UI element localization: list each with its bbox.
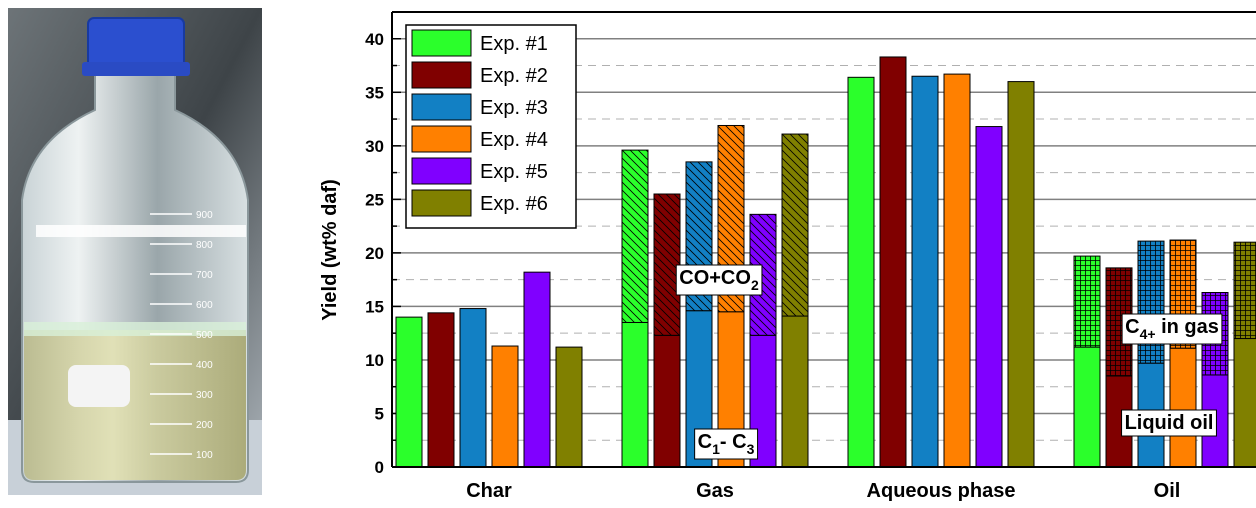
liquid <box>24 330 246 480</box>
bar <box>428 313 454 467</box>
bar <box>782 316 808 467</box>
legend-label: Exp. #5 <box>480 161 548 183</box>
bar-upper-segment <box>1074 256 1100 347</box>
y-tick-label: 0 <box>375 458 384 477</box>
bar <box>556 347 582 467</box>
annotation-subscript: 2 <box>751 277 759 293</box>
legend-label: Exp. #6 <box>480 193 548 215</box>
graduation-label: 100 <box>196 450 213 461</box>
annotation: CO+CO2 <box>676 265 762 295</box>
graduation-label: 400 <box>196 360 213 371</box>
annotation-subscript: 3 <box>747 441 755 457</box>
graduation-label: 900 <box>196 210 213 221</box>
bar <box>460 309 486 467</box>
y-tick-label: 35 <box>365 83 384 102</box>
x-tick-label: Aqueous phase <box>867 480 1016 502</box>
annotation-part: Liquid oil <box>1125 412 1214 434</box>
annotation-part: in gas <box>1156 316 1219 338</box>
bar <box>622 322 648 467</box>
annotation-subscript: 1 <box>712 441 720 457</box>
bar <box>1074 347 1100 467</box>
annotation-subscript: 4+ <box>1140 326 1156 342</box>
legend: Exp. #1 Exp. #2 Exp. #3 Exp. #4 Exp. #5 Exp. … <box>406 25 576 228</box>
legend-swatch <box>412 126 471 152</box>
annotation-part: C <box>1125 316 1139 338</box>
annotation-text: Liquid oil <box>1125 412 1214 434</box>
figure: 900 800 700 600 500 400 300 200 100 0 5 10 15 20 25 30… <box>0 0 1256 503</box>
legend-label: Exp. #3 <box>480 97 548 119</box>
legend-label: Exp. #1 <box>480 33 548 55</box>
legend-swatch <box>412 190 471 216</box>
y-tick-label: 5 <box>375 404 384 423</box>
graduation-label: 600 <box>196 300 213 311</box>
y-tick-label: 20 <box>365 244 384 263</box>
legend-swatch <box>412 62 471 88</box>
legend-swatch <box>412 158 471 184</box>
bar <box>492 346 518 467</box>
y-tick-label: 25 <box>365 190 384 209</box>
graduation-label: 200 <box>196 420 213 431</box>
bar <box>944 74 970 467</box>
legend-swatch <box>412 30 471 56</box>
photo: 900 800 700 600 500 400 300 200 100 <box>8 8 262 495</box>
y-tick-label: 40 <box>365 30 384 49</box>
annotation-part: CO+CO <box>679 267 751 289</box>
y-axis-title: Yield (wt% daf) <box>319 179 341 320</box>
x-tick-label: Gas <box>696 480 734 502</box>
bar <box>1008 82 1034 467</box>
y-tick-label: 10 <box>365 351 384 370</box>
annotation-part: C <box>698 431 712 453</box>
x-tick-label: Oil <box>1154 480 1181 502</box>
bar <box>1234 339 1256 467</box>
bar-upper-segment <box>622 150 648 322</box>
bar-upper-segment <box>1138 241 1164 363</box>
legend-label: Exp. #4 <box>480 129 548 151</box>
bar <box>654 335 680 467</box>
graduation-label: 800 <box>196 240 213 251</box>
meniscus <box>24 322 246 336</box>
y-tick-label: 30 <box>365 137 384 156</box>
annotation: C4+ in gas <box>1122 314 1222 344</box>
bar-upper-segment <box>782 134 808 316</box>
bar <box>976 127 1002 467</box>
graduation-label: 300 <box>196 390 213 401</box>
bar <box>880 57 906 467</box>
bar <box>912 76 938 467</box>
legend-label: Exp. #2 <box>480 65 548 87</box>
bar-upper-segment <box>1234 242 1256 338</box>
label-band <box>36 225 246 237</box>
annotation: C1- C3 <box>695 429 758 459</box>
label-patch <box>68 365 130 407</box>
bar <box>396 317 422 467</box>
y-tick-label: 15 <box>365 297 384 316</box>
graduation-label: 500 <box>196 330 213 341</box>
bar <box>1170 348 1196 467</box>
graduation-label: 700 <box>196 270 213 281</box>
x-tick-label: Char <box>466 480 512 502</box>
annotation-part: - C <box>720 431 747 453</box>
cap-ring <box>82 62 190 76</box>
annotation: Liquid oil <box>1122 410 1217 436</box>
bar <box>524 272 550 467</box>
bar <box>848 77 874 467</box>
legend-swatch <box>412 94 471 120</box>
